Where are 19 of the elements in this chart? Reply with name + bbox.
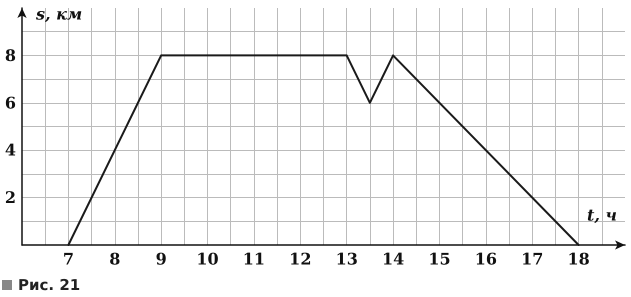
x-tick-label: 16: [474, 250, 497, 268]
x-tick-label: 11: [242, 250, 266, 268]
x-tick-label: 7: [62, 250, 74, 268]
y-axis-title: s, км: [35, 4, 82, 24]
x-tick-label: 12: [289, 250, 312, 268]
x-tick-label: 10: [196, 250, 219, 268]
y-tick-label: 6: [4, 93, 16, 112]
y-tick-label: 4: [4, 140, 16, 160]
x-tick-label: 13: [336, 250, 358, 268]
x-tick-label: 9: [156, 250, 167, 268]
y-tick-label: 2: [4, 188, 16, 208]
x-tick-label: 17: [521, 250, 544, 268]
y-tick-label: 8: [4, 46, 16, 65]
x-tick-label: 18: [567, 250, 590, 268]
text: Рис. 21: [18, 276, 80, 294]
x-tick-label: 15: [428, 250, 451, 268]
x-tick-label: 14: [382, 250, 404, 268]
x-axis-title: t, ч: [587, 206, 617, 224]
x-tick-label: 8: [109, 250, 120, 268]
